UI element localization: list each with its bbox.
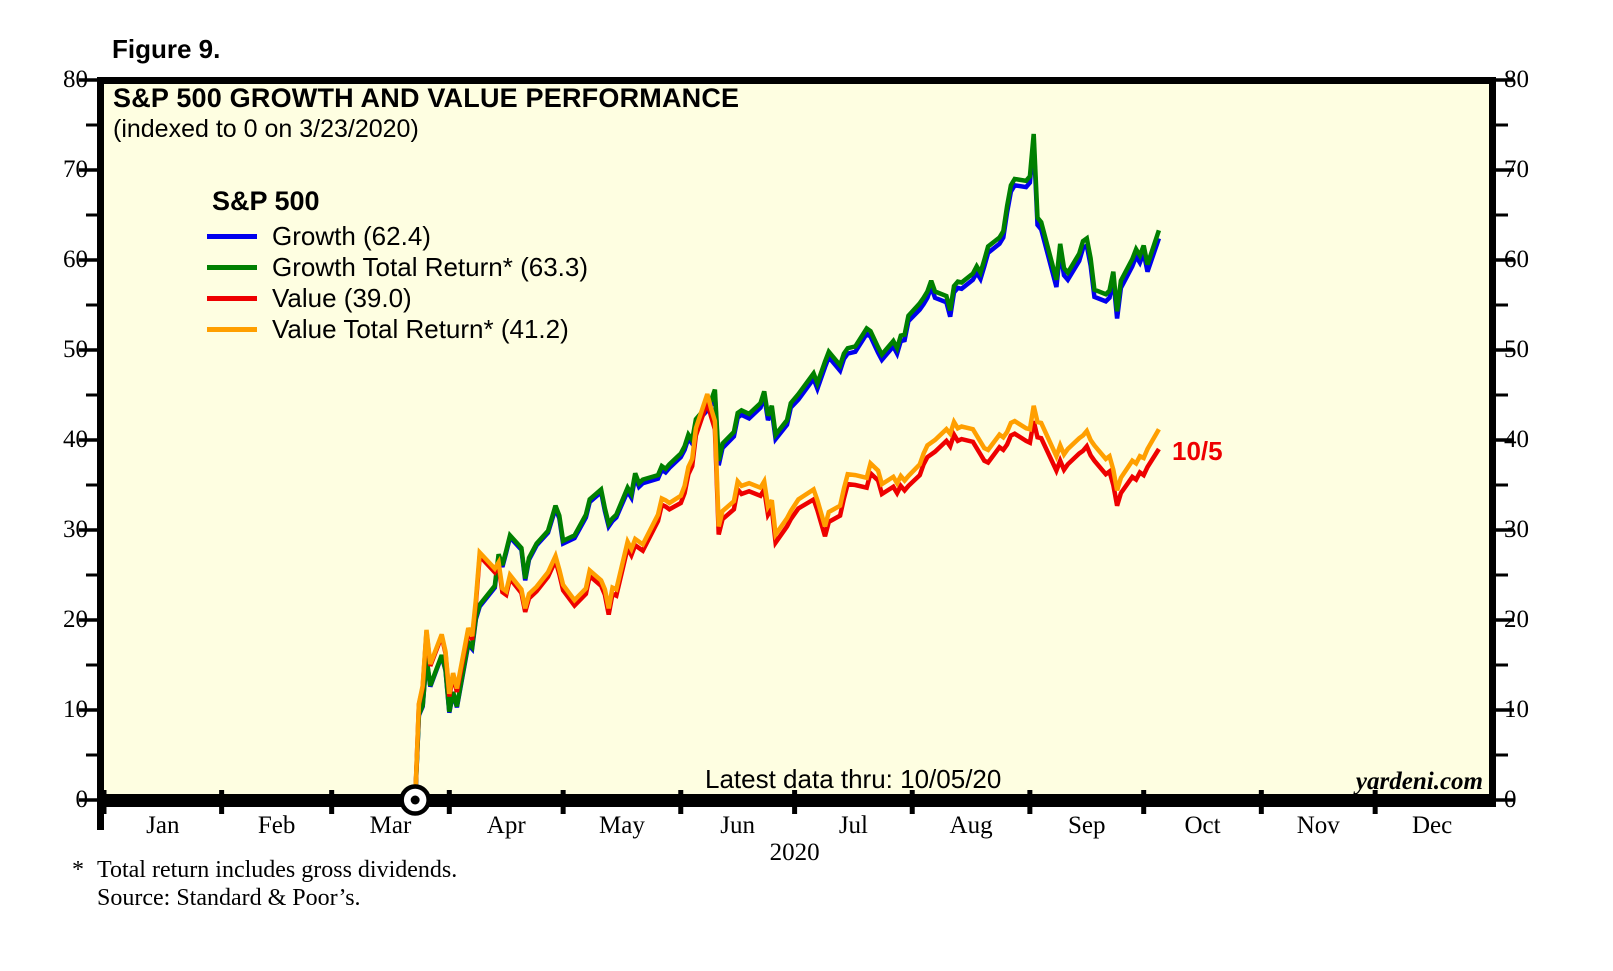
legend-swatch-line	[207, 296, 257, 301]
figure-number-label: Figure 9.	[112, 34, 221, 64]
x-tick-label-month: Nov	[1296, 812, 1340, 839]
y-tick-label-left: 10	[63, 696, 88, 723]
y-tick-label-left: 60	[63, 246, 88, 273]
y-tick-label-right: 50	[1504, 336, 1529, 363]
y-tick-label-left: 80	[63, 66, 88, 93]
y-tick-label-right: 10	[1504, 696, 1529, 723]
chart-subtitle: (indexed to 0 on 3/23/2020)	[113, 115, 419, 143]
y-tick-label-left: 70	[63, 156, 88, 183]
x-tick-label-month: Sep	[1068, 812, 1106, 839]
y-tick-label-right: 70	[1504, 156, 1529, 183]
legend-title: S&P 500	[212, 186, 320, 216]
y-tick-label-right: 0	[1504, 786, 1517, 813]
x-tick-label-month: Aug	[949, 812, 993, 839]
legend: Growth (62.4) Growth Total Return* (63.3)…	[207, 221, 588, 345]
footnote: * Total return includes gross dividends.…	[72, 856, 457, 912]
y-tick-label-left: 20	[63, 606, 88, 633]
plot-frame	[97, 77, 1496, 807]
footnote-line-1: Total return includes gross dividends.	[97, 857, 458, 883]
y-tick-label-right: 60	[1504, 246, 1529, 273]
x-tick-label-month: Oct	[1184, 812, 1221, 839]
y-tick-label-right: 80	[1504, 66, 1529, 93]
y-tick-label-left: 40	[63, 426, 88, 453]
last-point-date-label: 10/5	[1172, 436, 1223, 466]
x-tick-label-month: Apr	[486, 812, 526, 839]
index-start-marker-dot	[410, 795, 420, 805]
chart-title: S&P 500 GROWTH AND VALUE PERFORMANCE	[113, 83, 740, 113]
footnote-line-2: Source: Standard & Poor’s.	[97, 885, 361, 911]
x-tick-label-month: May	[599, 812, 645, 839]
y-tick-label-left: 50	[63, 336, 88, 363]
x-tick-label-month: Jan	[146, 812, 180, 839]
legend-row: Growth (62.4)	[207, 221, 588, 252]
x-tick-label-month: Jun	[720, 812, 756, 839]
legend-row: Value Total Return* (41.2)	[207, 314, 588, 345]
x-tick-label-month: Jul	[838, 812, 868, 839]
footnote-marker: *	[72, 857, 84, 883]
legend-label: Growth (62.4)	[272, 221, 431, 251]
legend-swatch-line	[207, 234, 257, 239]
legend-label: Value Total Return* (41.2)	[272, 314, 569, 344]
legend-label: Value (39.0)	[272, 283, 412, 313]
y-tick-label-left: 30	[63, 516, 88, 543]
x-tick-label-month: Feb	[257, 812, 296, 839]
series-line-value-total-return	[412, 393, 1161, 801]
x-axis-year-label: 2020	[769, 839, 820, 866]
x-tick-label-month: Mar	[369, 812, 412, 839]
latest-data-label: Latest data thru: 10/05/20	[705, 764, 1002, 794]
y-tick-label-left: 0	[75, 786, 89, 813]
watermark-yardeni: yardeni.com	[1355, 768, 1483, 795]
series-line-growth-total-return	[412, 133, 1162, 801]
legend-swatch-line	[207, 327, 257, 332]
x-tick-label-month: Dec	[1411, 812, 1453, 839]
legend-label: Growth Total Return* (63.3)	[272, 252, 588, 282]
legend-row: Growth Total Return* (63.3)	[207, 252, 588, 283]
y-tick-label-right: 40	[1504, 426, 1529, 453]
y-tick-label-right: 30	[1504, 516, 1529, 543]
legend-row: Value (39.0)	[207, 283, 588, 314]
y-tick-label-right: 20	[1504, 606, 1529, 633]
legend-swatch-line	[207, 265, 257, 270]
